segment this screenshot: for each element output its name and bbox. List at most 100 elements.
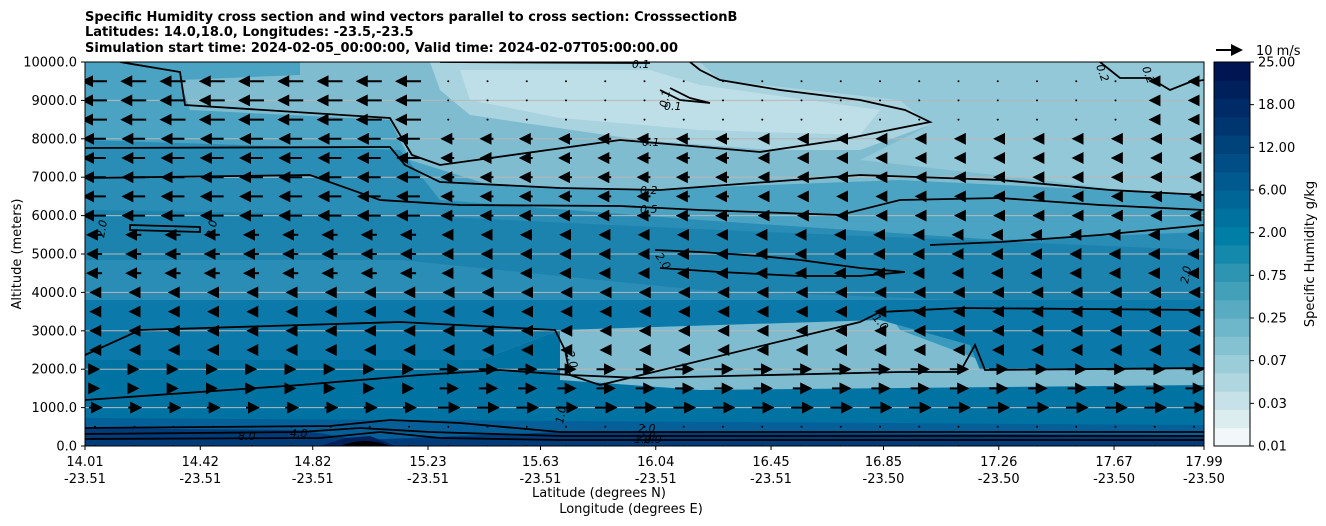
wind-vector	[1153, 425, 1156, 428]
contour-label-0.1-top: 0.1	[632, 58, 650, 71]
x-tick-label-lat: 14.42	[182, 455, 219, 470]
wind-vector	[525, 425, 528, 428]
contour-label-2.0-left-a: 2.0	[94, 219, 110, 238]
wind-vector	[604, 425, 607, 428]
wind-vector	[722, 425, 724, 428]
x-tick-label-lat: 17.99	[1185, 455, 1222, 470]
colorbar-tick-label: 12.00	[1258, 141, 1295, 156]
wind-vector	[604, 118, 607, 121]
colorbar-band	[1214, 135, 1250, 154]
colorbar-band	[1214, 116, 1250, 136]
contour-label-4.0: 4.0	[290, 427, 308, 440]
chart-title-line-2: Latitudes: 14.0,18.0, Longitudes: -23.5,…	[85, 25, 414, 40]
contour-0.1-loop	[659, 87, 711, 104]
y-tick-label: 5000.0	[32, 248, 78, 263]
wind-vector	[486, 99, 489, 102]
wind-vector	[879, 99, 881, 102]
wind-vector	[996, 118, 999, 121]
wind-vector	[839, 80, 842, 83]
wind-vector	[996, 80, 999, 83]
colorbar-tick-label: 0.01	[1258, 440, 1287, 455]
colorbar-label: Specific Humidity g/kg	[1303, 181, 1318, 327]
colorbar-band	[1214, 299, 1250, 319]
wind-vector	[918, 80, 921, 83]
wind-vector	[565, 425, 567, 428]
contour-label-0.2-right-a: 0.2	[1093, 63, 1111, 84]
colorbar-ticks: 25.00 18.00 12.00 6.00 2.00 0.75 0.25 0.07 0.03 0…	[1250, 56, 1295, 455]
contour-label-0.2-right-b: 0.2	[1139, 65, 1157, 86]
wind-vector	[565, 118, 567, 121]
wind-vector	[1114, 118, 1117, 121]
wind-vector	[1075, 80, 1078, 83]
colorbar-band	[1214, 391, 1250, 410]
y-tick-label: 8000.0	[32, 132, 78, 147]
y-tick-label: 2000.0	[32, 363, 78, 378]
wind-vector	[251, 425, 253, 428]
wind-vector	[879, 425, 881, 428]
x-axis-label-longitude: Longitude (degrees E)	[559, 502, 703, 517]
x-tick-label-lon: -23.51	[64, 472, 106, 487]
x-tick-label-lat: 17.26	[980, 455, 1017, 470]
wind-vector	[643, 118, 646, 121]
x-axis-label-latitude: Latitude (degrees N)	[532, 486, 666, 501]
x-tick-label-lon: -23.51	[520, 472, 562, 487]
wind-vector	[290, 425, 293, 428]
colorbar-tick-label: 25.00	[1258, 56, 1295, 71]
colorbar-band	[1214, 80, 1250, 100]
wind-vector	[800, 118, 803, 121]
wind-vector	[1036, 99, 1038, 102]
y-tick-label: 1000.0	[32, 401, 78, 416]
wind-vector	[211, 425, 214, 428]
wind-vector	[800, 80, 803, 83]
wind-vector	[447, 99, 450, 102]
colorbar-band	[1214, 208, 1250, 228]
contour-2.0-upper-strip	[129, 224, 201, 233]
colorbar-tick-label: 0.25	[1258, 312, 1287, 327]
x-tick-label-lon: -23.50	[1183, 472, 1225, 487]
wind-vector	[761, 118, 764, 121]
colorbar-band	[1214, 263, 1250, 282]
wind-vector	[1075, 425, 1078, 428]
x-tick-label-lon: -23.50	[1093, 472, 1135, 487]
x-tick-label-lat: 14.01	[66, 455, 103, 470]
colorbar-band	[1214, 153, 1250, 173]
colorbar-band	[1214, 318, 1250, 337]
contour-label-2.0-surface-c: 2.0	[644, 433, 662, 446]
colorbar-band	[1214, 281, 1250, 301]
humidity-band-surface-peak	[340, 441, 390, 446]
wind-vector	[918, 425, 921, 428]
y-tick-label: 10000.0	[23, 56, 77, 71]
humidity-band-upper-right	[700, 62, 1204, 200]
colorbar-band	[1214, 336, 1250, 356]
wind-vector	[682, 425, 685, 428]
wind-vector	[1114, 425, 1117, 428]
contour-surface-1	[85, 419, 1204, 433]
contour-label-0.5: 0.5	[640, 203, 658, 216]
x-tick-label-lat: 15.63	[522, 455, 559, 470]
colorbar-band	[1214, 427, 1250, 447]
contour-label-1.0-vertical: 1.0	[553, 405, 569, 424]
wind-vector	[604, 99, 607, 102]
wind-vector	[643, 425, 646, 428]
wind-vector	[839, 425, 842, 428]
wind-vector	[722, 118, 724, 121]
colorbar-band	[1214, 244, 1250, 264]
wind-vector	[996, 425, 999, 428]
chart-title-line-3: Simulation start time: 2024-02-05_00:00:…	[85, 41, 678, 56]
colorbar-tick-label: 6.00	[1258, 184, 1287, 199]
wind-vector	[918, 118, 921, 121]
plot-area	[85, 62, 1204, 446]
wind-vector	[525, 80, 528, 83]
colorbar-frame	[1213, 61, 1251, 447]
wind-vector	[486, 80, 489, 83]
wind-vector	[957, 99, 960, 102]
colorbar-band	[1214, 354, 1250, 374]
x-tick-label-lon: -23.50	[978, 472, 1020, 487]
y-axis-label: Altitude (meters)	[10, 199, 25, 310]
colorbar-tick-label: 18.00	[1258, 98, 1295, 113]
wind-vector	[918, 99, 921, 102]
wind-vector	[800, 99, 803, 102]
chart-title-line-1: Specific Humidity cross section and wind…	[85, 10, 737, 25]
wind-vector	[565, 99, 567, 102]
wind-vector	[486, 118, 489, 121]
